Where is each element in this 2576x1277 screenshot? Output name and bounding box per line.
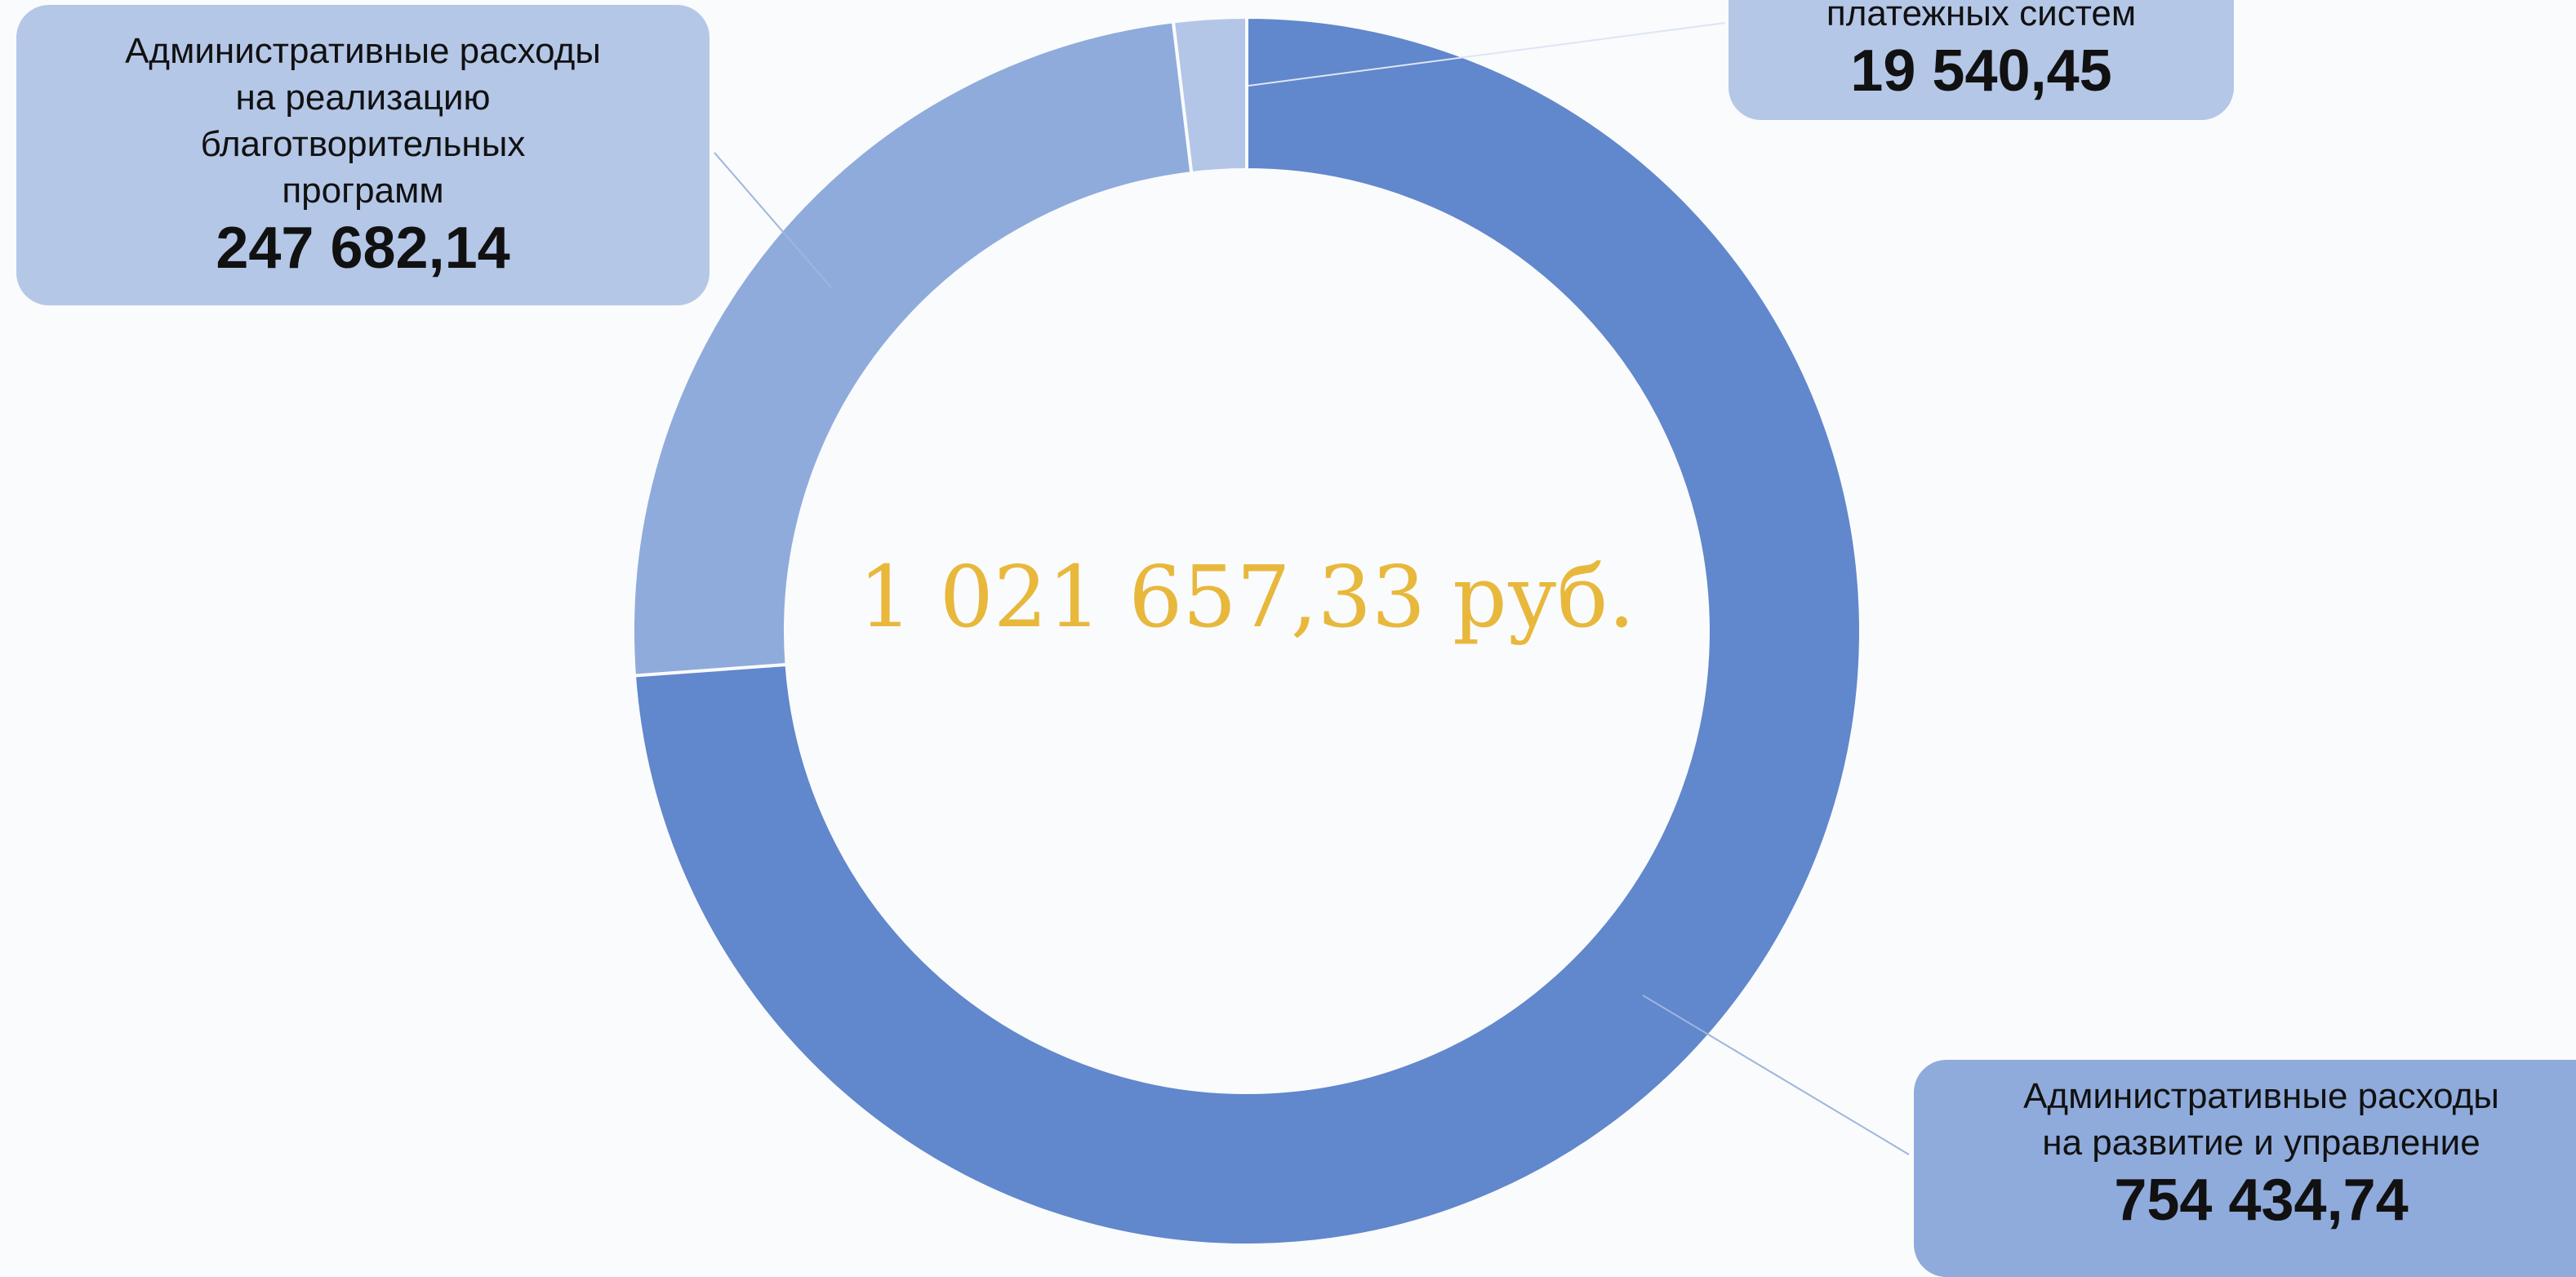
leader-line — [1642, 994, 1910, 1155]
label-box: Административные расходы на развитие и у… — [1914, 1060, 2576, 1277]
donut-segment — [632, 15, 1862, 1244]
category-label: платежных систем — [1826, 0, 2137, 33]
center-total: 1 021 657,33 руб. — [858, 547, 1635, 647]
donut-segment — [631, 20, 1194, 678]
label-box: платежных систем 19 540,45 — [1728, 0, 2234, 120]
leader-line — [714, 152, 832, 288]
leader-line — [1248, 22, 1726, 87]
value-label: 19 540,45 — [1850, 38, 2112, 104]
value-label: 247 682,14 — [216, 216, 510, 281]
category-label: Административные расходы на реализацию б… — [125, 31, 601, 211]
chart — [631, 15, 1910, 1244]
label-box: Административные расходы на реализацию б… — [16, 5, 710, 305]
value-label: 754 434,74 — [2114, 1168, 2409, 1233]
category-label: Административные расходы на развитие и у… — [2023, 1076, 2499, 1163]
page: Административные расходы на реализацию б… — [16, 0, 2576, 1277]
